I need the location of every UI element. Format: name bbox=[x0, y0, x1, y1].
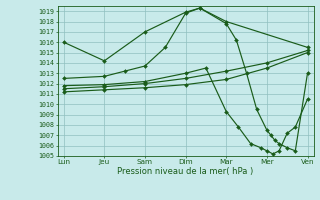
X-axis label: Pression niveau de la mer( hPa ): Pression niveau de la mer( hPa ) bbox=[117, 167, 254, 176]
